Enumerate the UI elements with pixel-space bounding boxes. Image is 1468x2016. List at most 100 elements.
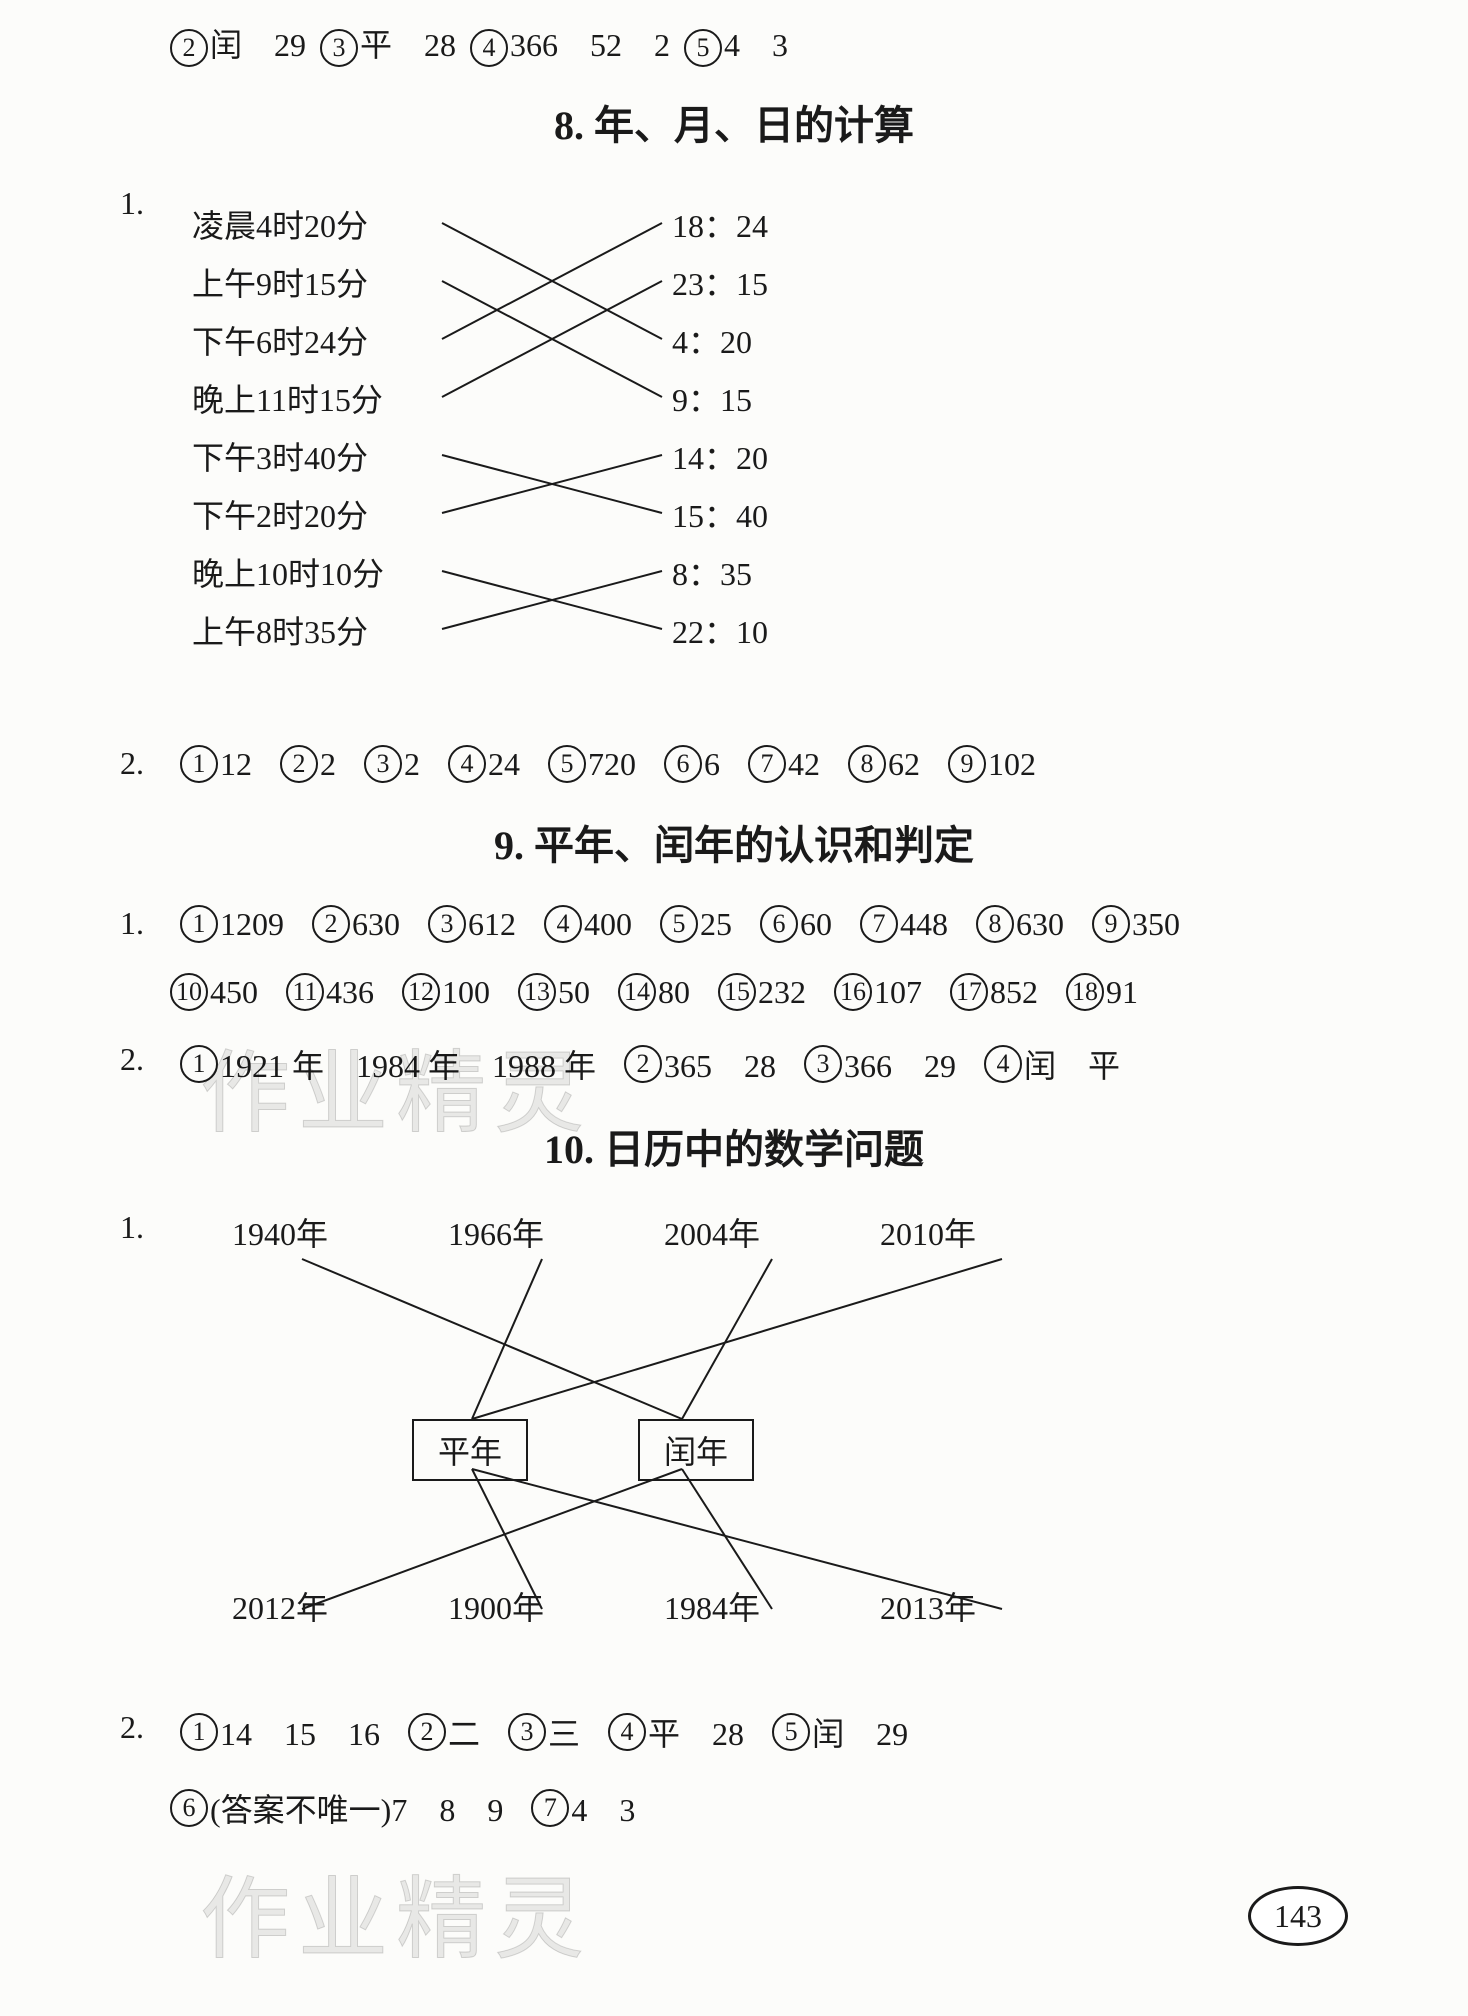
- match-right-item: 18：24: [672, 195, 768, 253]
- answer-value: 630: [352, 906, 400, 943]
- answer-item: 16107: [834, 973, 922, 1011]
- answer-value: 12: [220, 746, 252, 783]
- circled-number-icon: 10: [170, 973, 208, 1011]
- answer-item: 11209: [180, 905, 284, 943]
- circled-number-icon: 1: [180, 905, 218, 943]
- circled-number-icon: 6: [170, 1789, 208, 1827]
- q1-label: 1.: [80, 185, 144, 745]
- answer-item: 424: [448, 745, 520, 783]
- circled-number-icon: 9: [1092, 905, 1130, 943]
- circled-number-icon: 7: [860, 905, 898, 943]
- circled-number-icon: 4: [448, 745, 486, 783]
- answer-value: 闰 平: [1024, 1041, 1120, 1087]
- answer-item: 9350: [1092, 905, 1180, 943]
- circled-number-icon: 3: [320, 29, 358, 67]
- circled-number-icon: 11: [286, 973, 324, 1011]
- circled-number-icon: 4: [608, 1713, 646, 1751]
- answer-item: 4闰 平: [984, 1041, 1120, 1087]
- answer-value: 366 52 2: [510, 27, 670, 63]
- answer-value: 平 28: [360, 27, 456, 63]
- top-carry-line: 2闰 29 3平 28 4366 52 2 54 3: [80, 20, 1388, 67]
- circled-number-icon: 2: [280, 745, 318, 783]
- answer-value: 366 29: [844, 1041, 956, 1087]
- circled-number-icon: 12: [402, 973, 440, 1011]
- answer-value: 80: [658, 974, 690, 1011]
- circled-number-icon: 2: [408, 1713, 446, 1751]
- circled-number-icon: 1: [180, 745, 218, 783]
- answer-value: 闰 29: [210, 27, 306, 63]
- answer-item: 3366 29: [804, 1041, 956, 1087]
- answer-item: 8630: [976, 905, 1064, 943]
- circled-number-icon: 16: [834, 973, 872, 1011]
- answer-value: 232: [758, 974, 806, 1011]
- match-left-item: 凌晨4时20分: [192, 195, 384, 253]
- answer-item: 15232: [718, 973, 806, 1011]
- circled-number-icon: 8: [848, 745, 886, 783]
- answer-item: 6(答案不唯一)7 8 9: [170, 1785, 503, 1831]
- circled-number-icon: 1: [180, 1045, 218, 1083]
- watermark-2: 作业精灵: [200, 1846, 592, 1976]
- circled-number-icon: 2: [312, 905, 350, 943]
- section10-title: 10. 日历中的数学问题: [80, 1117, 1388, 1175]
- section10-q2-r2: 6(答案不唯一)7 8 9 74 3: [80, 1785, 1388, 1831]
- answer-item: 5闰 29: [772, 1709, 908, 1755]
- match-left-item: 下午6时24分: [192, 311, 384, 369]
- answer-value: 6: [704, 746, 720, 783]
- answer-value: 852: [990, 974, 1038, 1011]
- answer-item: 742: [748, 745, 820, 783]
- section9-q1b: 10450 11436 12100 1350 1480 15232 16107 …: [80, 973, 1388, 1011]
- answer-item: 54 3: [684, 20, 788, 67]
- answer-value: 2: [320, 746, 336, 783]
- circled-number-icon: 1: [180, 1713, 218, 1751]
- page-number: 143: [1248, 1886, 1348, 1946]
- year-type-box: 闰年: [638, 1419, 754, 1481]
- match-left-item: 上午8时35分: [192, 601, 384, 659]
- answer-item: 2365 28: [624, 1041, 776, 1087]
- year-top: 2004年: [664, 1209, 760, 1255]
- match-right-item: 22：10: [672, 601, 768, 659]
- answer-value: (答案不唯一)7 8 9: [210, 1785, 503, 1831]
- match-left-item: 晚上10时10分: [192, 543, 384, 601]
- answer-value: 平 28: [648, 1709, 744, 1755]
- answer-value: 闰 29: [812, 1709, 908, 1755]
- answer-value: 25: [700, 906, 732, 943]
- section9-title: 9. 平年、闰年的认识和判定: [80, 813, 1388, 871]
- answer-value: 365 28: [664, 1041, 776, 1087]
- answer-value: 107: [874, 974, 922, 1011]
- answer-value: 100: [442, 974, 490, 1011]
- answer-item: 5720: [548, 745, 636, 783]
- section8-title: 8. 年、月、日的计算: [80, 93, 1388, 151]
- year-bot: 2013年: [880, 1583, 976, 1629]
- answer-value: 二: [448, 1709, 480, 1755]
- answer-item: 4平 28: [608, 1709, 744, 1755]
- answer-item: 32: [364, 745, 420, 783]
- section8-q2: 2. 112 22 32 424 5720 66 742 862 9102: [80, 745, 1388, 783]
- answer-value: 42: [788, 746, 820, 783]
- circled-number-icon: 5: [772, 1713, 810, 1751]
- match-left-item: 上午9时15分: [192, 253, 384, 311]
- answer-item: 74 3: [531, 1785, 635, 1831]
- year-bot: 1984年: [664, 1583, 760, 1629]
- circled-number-icon: 7: [531, 1789, 569, 1827]
- answer-item: 17852: [950, 973, 1038, 1011]
- answer-value: 62: [888, 746, 920, 783]
- answer-value: 91: [1106, 974, 1138, 1011]
- answer-item: 3三: [508, 1709, 580, 1755]
- answer-value: 630: [1016, 906, 1064, 943]
- year-bot: 1900年: [448, 1583, 544, 1629]
- answer-value: 450: [210, 974, 258, 1011]
- answer-value: 60: [800, 906, 832, 943]
- year-top: 1940年: [232, 1209, 328, 1255]
- answer-item: 525: [660, 905, 732, 943]
- circled-number-icon: 9: [948, 745, 986, 783]
- answer-item: 2二: [408, 1709, 480, 1755]
- year-top: 1966年: [448, 1209, 544, 1255]
- section9-q1: 1. 11209 2630 3612 4400 525 660 7448 863…: [80, 905, 1388, 943]
- answer-item: 1891: [1066, 973, 1138, 1011]
- answer-item: 11921 年 1984 年 1988 年: [180, 1041, 596, 1087]
- match-right-item: 4：20: [672, 311, 768, 369]
- answer-value: 4 3: [724, 27, 788, 63]
- circled-number-icon: 2: [170, 29, 208, 67]
- answer-value: 三: [548, 1709, 580, 1755]
- answer-item: 10450: [170, 973, 258, 1011]
